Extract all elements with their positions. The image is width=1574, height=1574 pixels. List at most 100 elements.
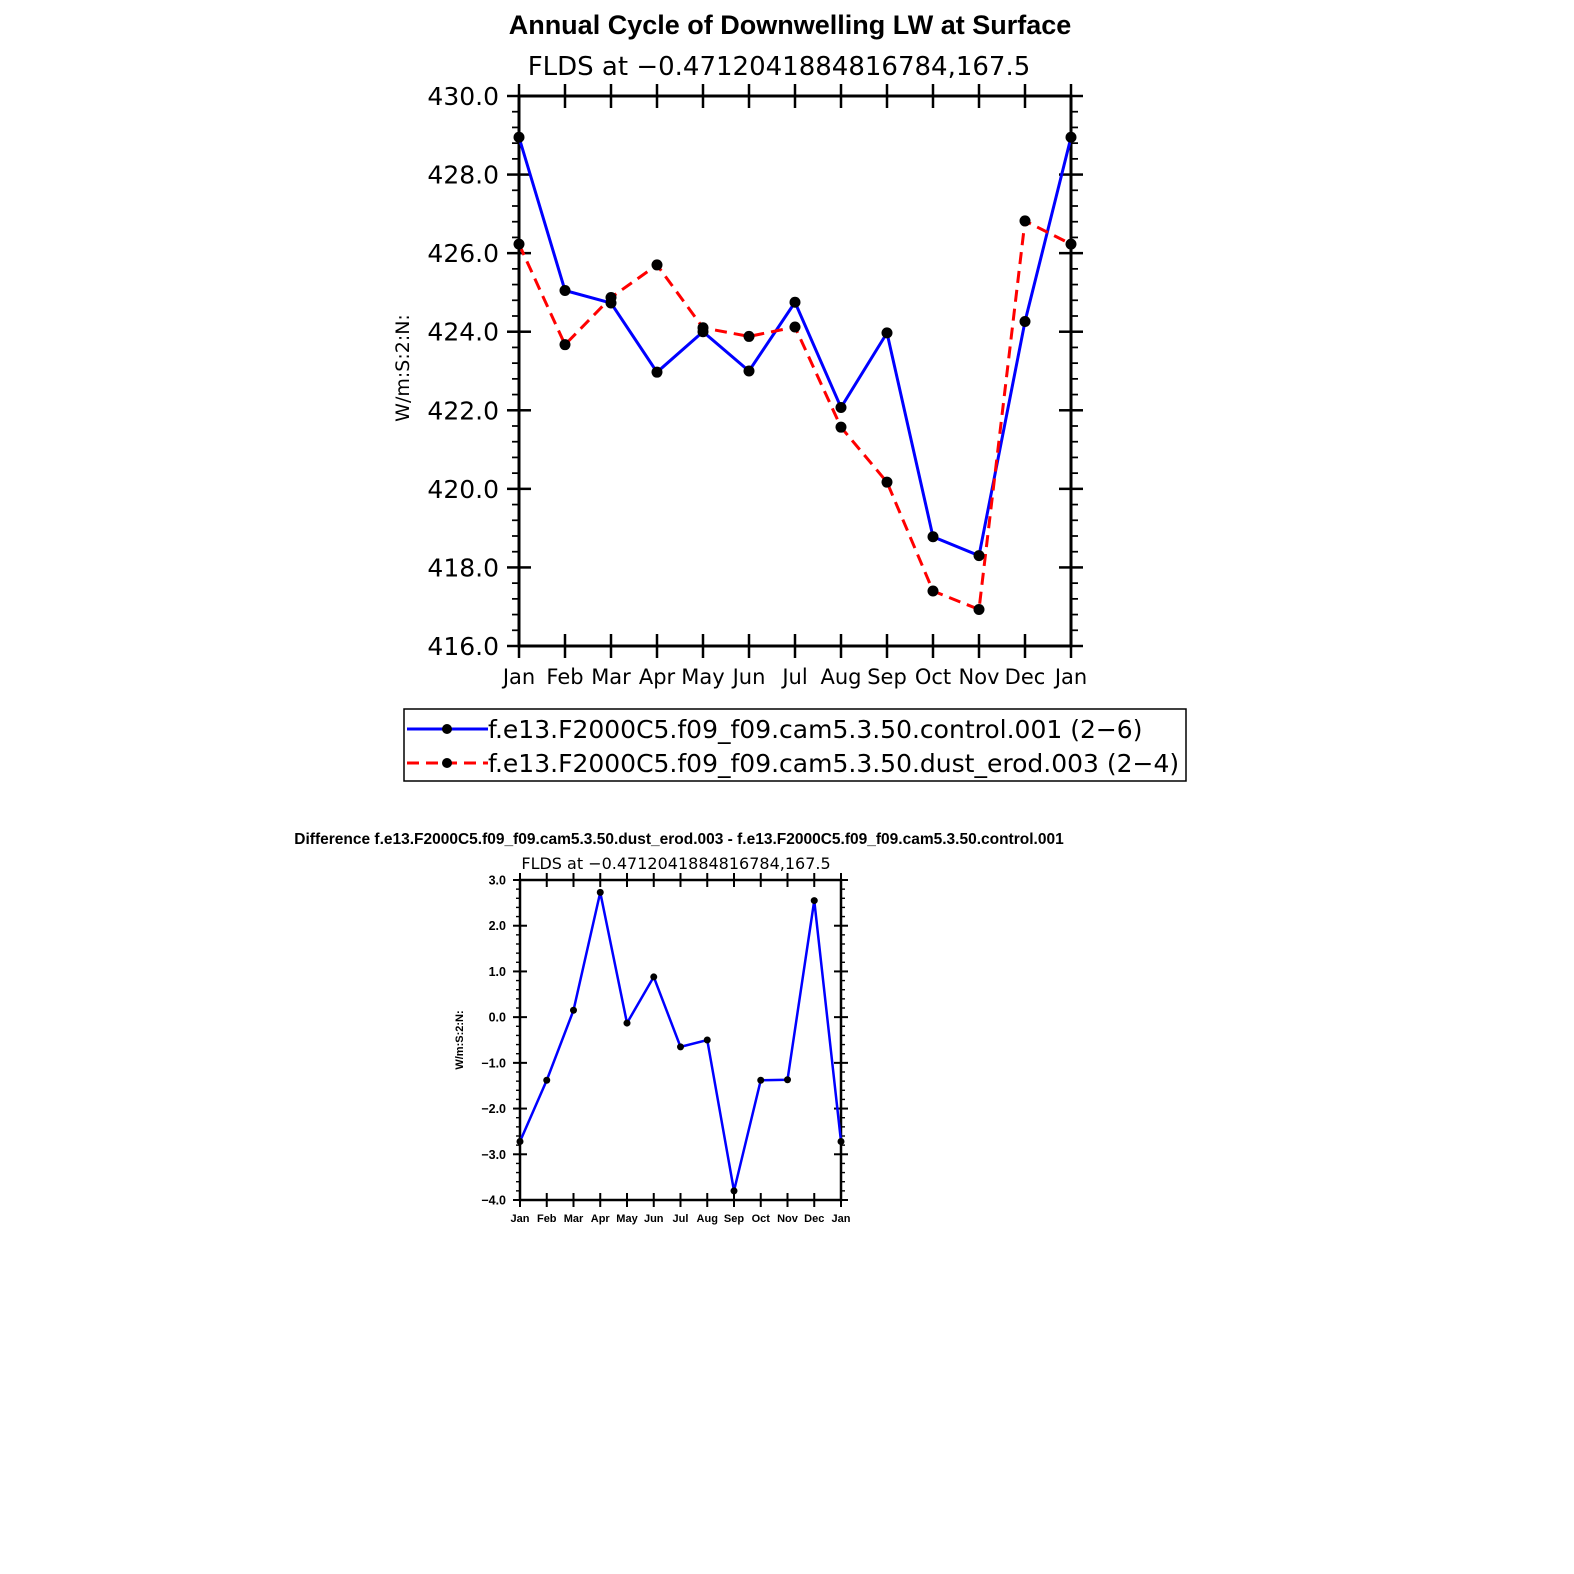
- series-0-point: [837, 1137, 845, 1145]
- series-1-point: [697, 322, 709, 334]
- series-0-point: [730, 1187, 738, 1195]
- legend-marker-dust: [442, 758, 452, 768]
- legend-marker-control: [442, 724, 452, 734]
- series-1-point: [789, 321, 801, 333]
- chart1-plot-frame: [517, 94, 1073, 648]
- series-0-point: [973, 550, 985, 562]
- x-tick-label: Feb: [546, 665, 583, 689]
- x-tick-label: Mar: [591, 665, 631, 689]
- x-tick-label: Mar: [564, 1213, 584, 1225]
- x-tick-label: Dec: [804, 1213, 824, 1225]
- series-1-point: [651, 259, 663, 271]
- series-0-point: [784, 1076, 791, 1084]
- chart1-ylabel: W/m:S:2:N:: [392, 314, 414, 422]
- series-0-point: [596, 888, 604, 896]
- series-0-point: [1019, 316, 1031, 327]
- y-tick-label: 1.0: [489, 965, 506, 979]
- series-line-0: [517, 136, 1073, 558]
- series-0-point: [810, 897, 818, 905]
- x-tick-label: Jun: [731, 665, 766, 689]
- x-tick-label: Jun: [644, 1213, 664, 1225]
- series-1-point: [927, 585, 939, 597]
- x-tick-label: Jul: [780, 665, 807, 689]
- chart1-legend: f.e13.F2000C5.f09_f09.cam5.3.50.control.…: [403, 708, 1187, 782]
- series-0-point: [881, 327, 893, 339]
- x-tick-label: May: [681, 665, 724, 689]
- series-0-point: [651, 366, 663, 378]
- y-tick-label: 422.0: [427, 396, 499, 425]
- series-0-point: [677, 1043, 684, 1051]
- series-1-point: [835, 421, 847, 433]
- series-0-point: [789, 296, 801, 308]
- series-1-point: [973, 603, 985, 615]
- x-tick-label: May: [616, 1213, 638, 1225]
- series-0-point: [1065, 131, 1077, 143]
- x-tick-label: Jan: [511, 1213, 530, 1225]
- x-tick-label: Jul: [673, 1213, 689, 1225]
- series-0-point: [835, 402, 847, 414]
- x-tick-label: Nov: [777, 1213, 799, 1225]
- chart-annual-cycle: Annual Cycle of Downwelling LW at Surfac…: [392, 10, 1187, 782]
- y-tick-label: −3.0: [481, 1148, 506, 1162]
- x-tick-label: Apr: [591, 1213, 611, 1225]
- y-tick-label: −2.0: [481, 1102, 506, 1116]
- series-0-point: [757, 1076, 765, 1084]
- chart2-axes: −4.0 −3.0 −2.0 −1.0 0.0 1.0 2.0 3.0 Jan Feb Mar Apr…: [481, 873, 851, 1225]
- x-tick-label: Sep: [867, 665, 907, 689]
- series-0-point: [513, 131, 525, 143]
- x-tick-label: Aug: [820, 665, 861, 689]
- y-tick-label: −1.0: [481, 1056, 506, 1070]
- x-tick-label: Jan: [501, 665, 535, 689]
- x-tick-label: Oct: [752, 1213, 771, 1225]
- chart2-series: [516, 888, 845, 1195]
- legend-label-dust: f.e13.F2000C5.f09_f09.cam5.3.50.dust_ero…: [488, 749, 1179, 778]
- y-tick-label: 430.0: [427, 82, 499, 111]
- y-tick-label: 420.0: [427, 475, 499, 504]
- series-1-point: [1065, 238, 1077, 250]
- y-tick-label: −4.0: [481, 1194, 506, 1208]
- x-tick-label: Jan: [1053, 665, 1087, 689]
- chart1-series: [513, 131, 1077, 615]
- y-tick-label: 416.0: [427, 632, 499, 661]
- series-1-point: [743, 330, 755, 342]
- chart2-subtitle: FLDS at −0.4712041884816784,167.5: [521, 854, 830, 873]
- chart1-title: Annual Cycle of Downwelling LW at Surfac…: [509, 10, 1072, 40]
- y-tick-label: 2.0: [489, 919, 506, 933]
- x-tick-label: Feb: [537, 1213, 557, 1225]
- chart2-ylabel: W/m:S:2:N:: [454, 1010, 466, 1069]
- series-1-point: [513, 238, 525, 250]
- x-tick-label: Aug: [697, 1213, 718, 1225]
- series-line-0: [518, 892, 843, 1192]
- x-tick-label: Oct: [915, 665, 951, 689]
- series-0-point: [559, 284, 571, 296]
- y-tick-label: 0.0: [489, 1011, 506, 1025]
- y-tick-label: 418.0: [427, 553, 499, 582]
- chart1-subtitle: FLDS at −0.4712041884816784,167.5: [528, 52, 1031, 82]
- x-tick-label: Dec: [1005, 665, 1046, 689]
- legend-label-control: f.e13.F2000C5.f09_f09.cam5.3.50.control.…: [488, 715, 1142, 744]
- series-0-point: [927, 531, 939, 543]
- chart1-axes: 416.0 418.0 420.0 422.0 424.0 426.0 428.0 430.0…: [427, 82, 1087, 689]
- x-tick-label: Apr: [639, 665, 676, 689]
- series-0-point: [703, 1036, 711, 1044]
- series-0-point: [743, 365, 755, 377]
- series-0-point: [623, 1019, 631, 1027]
- series-0-point: [570, 1006, 577, 1014]
- x-tick-label: Jan: [832, 1213, 851, 1225]
- y-tick-label: 426.0: [427, 239, 499, 268]
- y-tick-label: 3.0: [489, 874, 506, 888]
- series-1-point: [1019, 215, 1031, 227]
- series-1-point: [605, 292, 617, 304]
- chart2-title: Difference f.e13.F2000C5.f09_f09.cam5.3.…: [294, 831, 1064, 848]
- series-1-point: [559, 339, 571, 351]
- series-line-1: [517, 218, 1072, 612]
- series-1-point: [881, 476, 893, 488]
- y-tick-label: 428.0: [427, 161, 499, 190]
- legend-box: [403, 708, 1187, 782]
- series-0-point: [543, 1076, 551, 1084]
- x-tick-label: Sep: [724, 1213, 744, 1225]
- chart-difference: Difference f.e13.F2000C5.f09_f09.cam5.3.…: [294, 831, 1064, 1225]
- x-tick-label: Nov: [959, 665, 1000, 689]
- series-0-point: [650, 973, 658, 981]
